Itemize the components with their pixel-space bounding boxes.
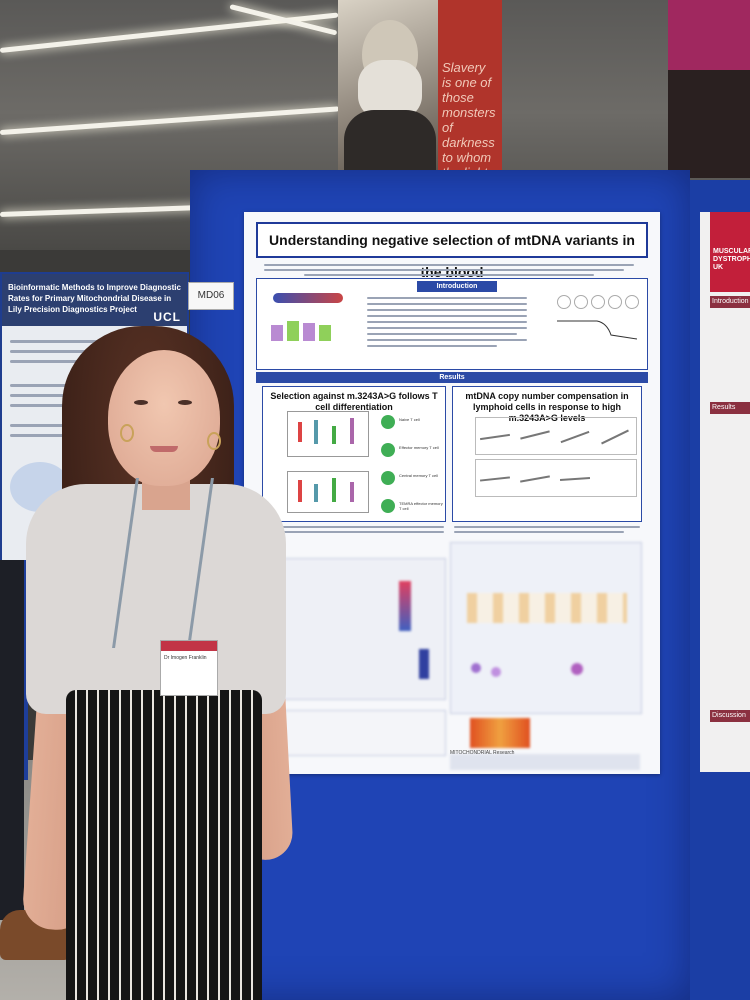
tcell-panel: Selection against m.3243A>G follows T ce…: [262, 386, 446, 522]
tcell-stage-label: Central memory T cell: [399, 473, 438, 478]
introduction-header: Introduction: [417, 281, 497, 292]
ceiling-light: [0, 106, 340, 135]
right-poster-section: Discussion: [710, 710, 750, 722]
badge-name: Dr Imogen Franklin: [164, 655, 207, 661]
background-person: [0, 560, 24, 920]
name-badge: Dr Imogen Franklin: [160, 640, 218, 696]
portrait-banner: [338, 0, 438, 172]
board-label: MD06: [188, 282, 234, 310]
regression-plots: [475, 417, 637, 455]
ceiling-light: [229, 4, 338, 36]
cell-stage-icon: [381, 499, 395, 513]
introduction-box: Introduction: [256, 278, 648, 370]
copy-number-panel: mtDNA copy number compensation in lympho…: [452, 386, 642, 522]
scatter-plot: [287, 471, 369, 513]
right-poster-heading: MUSCULAR DYSTROPHY UK: [713, 248, 750, 271]
results-header: Results: [256, 372, 648, 383]
t-shirt: [26, 484, 286, 714]
cell-stage-icon: [381, 443, 395, 457]
tcell-stage-label: TEMRA effector memory T cell: [399, 501, 443, 511]
decline-curve: [557, 320, 637, 340]
left-poster-title: Bioinformatic Methods to Improve Diagnos…: [2, 274, 187, 326]
face: [108, 350, 220, 486]
right-poster: MUSCULAR DYSTROPHY UK Introduction Resul…: [700, 212, 750, 772]
ceiling-light: [0, 205, 200, 217]
research-poster: Understanding negative selection of mtDN…: [244, 212, 660, 774]
earring: [120, 424, 134, 442]
poster-footer-label: MITOCHONDRIAL Research: [450, 750, 515, 756]
scatter-plot: [287, 411, 369, 457]
tcell-stage-label: Naive T cell: [399, 417, 420, 422]
quote-banner: Slavery is one of those monsters of dark…: [438, 0, 502, 210]
cell-stage-icon: [381, 415, 395, 429]
right-poster-header: MUSCULAR DYSTROPHY UK: [710, 212, 750, 292]
left-poster-institution: UCL: [153, 310, 181, 324]
poster-title: Understanding negative selection of mtDN…: [256, 222, 648, 280]
copy-number-panel-title: mtDNA copy number compensation in lympho…: [465, 391, 629, 423]
introduction-diagram: [263, 287, 353, 357]
earring: [207, 432, 221, 450]
regression-plots: [475, 459, 637, 497]
right-banner: [668, 0, 750, 178]
cell-stage-icon: [381, 471, 395, 485]
striped-trousers: [66, 690, 262, 1000]
tcell-stage-label: Effector memory T cell: [399, 445, 439, 450]
cell-icons: [557, 295, 639, 309]
right-poster-section: Introduction: [710, 296, 750, 308]
right-poster-section: Results: [710, 402, 750, 414]
tcell-panel-title: Selection against m.3243A>G follows T ce…: [270, 391, 438, 412]
blurred-lower-section: [244, 542, 660, 774]
